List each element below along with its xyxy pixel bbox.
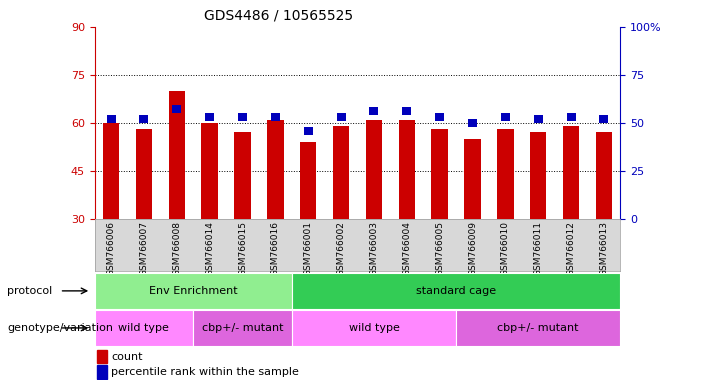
Bar: [596, 132, 612, 219]
Bar: [97, 350, 107, 363]
Text: GSM766009: GSM766009: [468, 222, 477, 276]
Bar: [205, 113, 215, 121]
Bar: [139, 115, 149, 123]
Bar: [563, 126, 579, 219]
Text: GSM766016: GSM766016: [271, 222, 280, 276]
Bar: [304, 127, 313, 134]
Bar: [497, 129, 514, 219]
Text: GSM766004: GSM766004: [402, 222, 411, 276]
Bar: [468, 119, 477, 127]
Bar: [168, 91, 185, 219]
Bar: [103, 123, 119, 219]
Text: count: count: [111, 352, 142, 362]
Bar: [95, 310, 193, 346]
Text: cbp+/- mutant: cbp+/- mutant: [202, 323, 283, 333]
Bar: [107, 115, 116, 123]
Bar: [267, 120, 284, 219]
Text: GSM766010: GSM766010: [501, 222, 510, 276]
Bar: [501, 113, 510, 121]
Text: GSM766005: GSM766005: [435, 222, 444, 276]
Bar: [271, 113, 280, 121]
Bar: [292, 273, 620, 309]
Title: GDS4486 / 10565525: GDS4486 / 10565525: [204, 9, 353, 23]
Bar: [333, 126, 349, 219]
Text: GSM766008: GSM766008: [172, 222, 182, 276]
Bar: [402, 108, 411, 115]
Text: GSM766006: GSM766006: [107, 222, 116, 276]
Bar: [292, 310, 456, 346]
Text: GSM766002: GSM766002: [336, 222, 346, 276]
Bar: [464, 139, 481, 219]
Bar: [95, 273, 292, 309]
Bar: [399, 120, 415, 219]
Bar: [435, 113, 444, 121]
Text: GSM766011: GSM766011: [533, 222, 543, 276]
Text: GSM766014: GSM766014: [205, 222, 214, 276]
Text: Env Enrichment: Env Enrichment: [149, 286, 238, 296]
Bar: [336, 113, 346, 121]
Text: percentile rank within the sample: percentile rank within the sample: [111, 367, 299, 377]
Bar: [431, 129, 448, 219]
Bar: [193, 310, 292, 346]
Text: genotype/variation: genotype/variation: [7, 323, 113, 333]
Bar: [97, 366, 107, 379]
Bar: [234, 132, 251, 219]
Text: GSM766013: GSM766013: [599, 222, 608, 276]
Text: GSM766007: GSM766007: [139, 222, 149, 276]
Bar: [201, 123, 218, 219]
Text: GSM766015: GSM766015: [238, 222, 247, 276]
Text: standard cage: standard cage: [416, 286, 496, 296]
Bar: [456, 310, 620, 346]
Bar: [369, 108, 379, 115]
Bar: [366, 120, 382, 219]
Bar: [238, 113, 247, 121]
Text: protocol: protocol: [7, 286, 53, 296]
Bar: [172, 106, 182, 113]
Bar: [300, 142, 316, 219]
Bar: [533, 115, 543, 123]
Bar: [599, 115, 608, 123]
Text: GSM766012: GSM766012: [566, 222, 576, 276]
Text: wild type: wild type: [118, 323, 170, 333]
Bar: [530, 132, 547, 219]
Text: cbp+/- mutant: cbp+/- mutant: [498, 323, 579, 333]
Text: wild type: wild type: [348, 323, 400, 333]
Text: GSM766003: GSM766003: [369, 222, 379, 276]
Bar: [136, 129, 152, 219]
Bar: [566, 113, 576, 121]
Text: GSM766001: GSM766001: [304, 222, 313, 276]
